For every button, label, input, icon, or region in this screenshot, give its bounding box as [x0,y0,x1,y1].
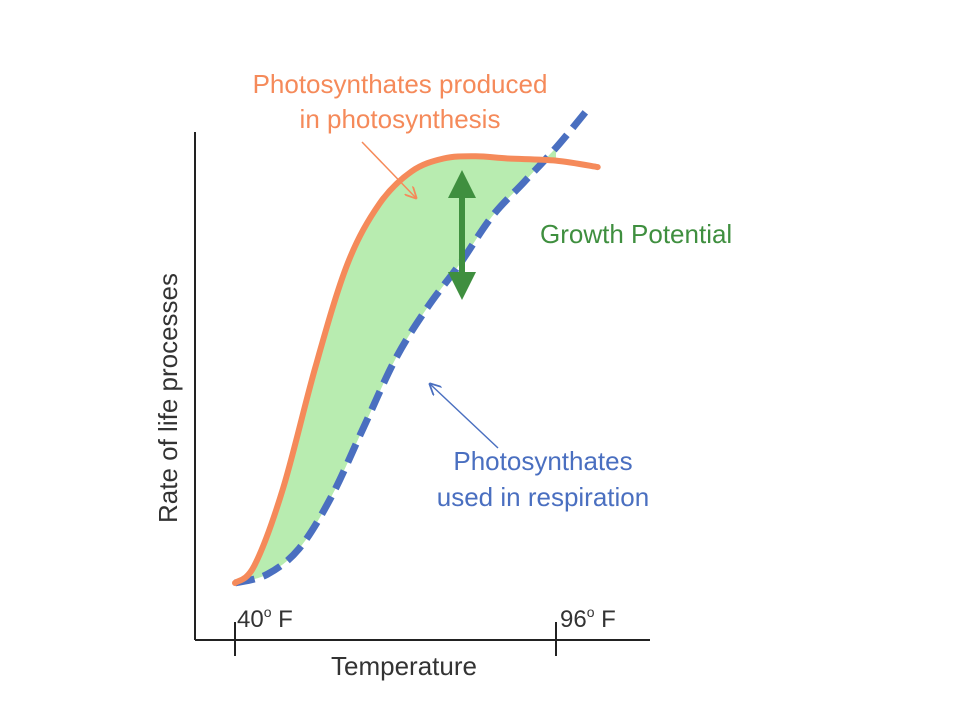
photosynthesis-label-line2: in photosynthesis [300,104,501,134]
x-axis-title: Temperature [331,651,477,681]
x-tick-label-40f: 40o F [237,604,293,633]
x-axis-ticks [234,622,557,656]
respiration-label-line1: Photosynthates [453,446,632,476]
photosynthesis-pointer-arrow [361,141,416,198]
respiration-series-line [234,106,591,587]
growth-potential-arrow [448,170,476,300]
growth-potential-label: Growth Potential [540,219,732,249]
photosynthesis-series-line [232,153,601,586]
respiration-label-line2: used in respiration [437,482,649,512]
x-tick-label-96f: 96o F [560,604,616,633]
photosynthesis-label-line1: Photosynthates produced [253,69,548,99]
growth-potential-area [235,147,556,583]
y-axis-title: Rate of life processes [153,273,183,523]
respiration-pointer-arrow [430,384,499,449]
